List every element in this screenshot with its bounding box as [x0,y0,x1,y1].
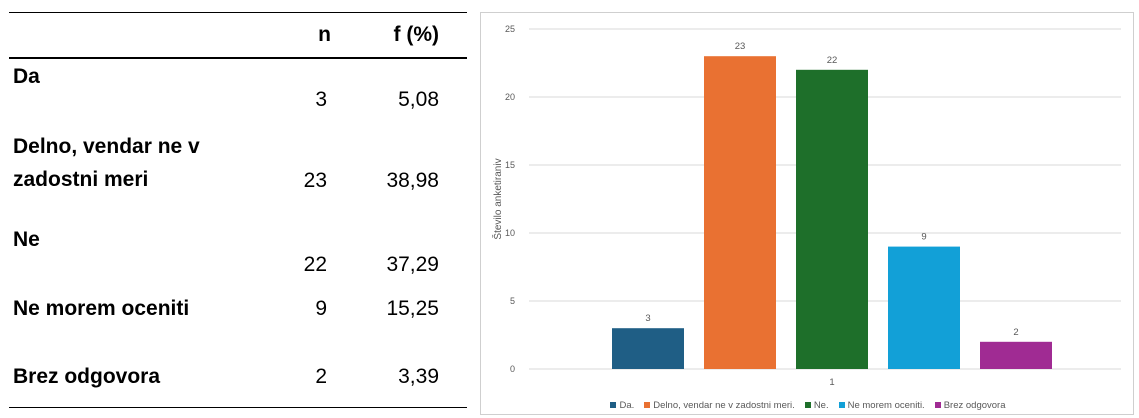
row-n-brez: 2 [315,365,327,388]
legend-item: Brez odgovora [934,400,1006,411]
bar-2 [704,56,776,369]
legend-label: Brez odgovora [943,400,1006,411]
legend-label: Ne morem oceniti. [847,400,925,411]
y-tick-label: 10 [505,228,515,238]
legend-swatch [610,402,617,408]
row-label-da: Da [13,65,40,88]
bar-chart-plot: 0 5 10 15 20 25 Število anketiraniv 3 23 22 9 2 1 [491,24,1121,388]
x-category-label: 1 [829,377,834,388]
bar-data-label: 9 [921,232,926,243]
bar-3 [796,69,868,370]
row-n-delno: 23 [303,169,327,192]
table-header-rule [9,57,467,59]
bar-data-label: 23 [735,41,746,52]
legend-swatch [934,402,941,408]
legend-item: Delno, vendar ne v zadostni meri. [644,400,795,411]
y-tick-label: 15 [505,160,515,170]
bar-data-label: 2 [1013,327,1018,338]
y-tick-label: 25 [505,24,515,34]
legend-label: Da. [619,400,635,411]
legend-item: Ne morem oceniti. [838,400,925,411]
row-n-ne-morem: 9 [315,297,327,320]
row-n-da: 3 [315,88,327,111]
y-tick-label: 5 [510,296,515,306]
row-f-da: 5,08 [398,88,439,111]
legend-item: Ne. [804,400,829,411]
row-label-delno-line2: zadostni meri [13,168,149,191]
bar-data-label: 22 [827,55,838,66]
row-f-ne-morem: 15,25 [386,297,439,320]
chart-legend: Da. Delno, vendar ne v zadostni meri. Ne. N… [481,400,1135,411]
y-tick-label: 0 [510,364,515,374]
bar-1 [612,328,684,369]
row-label-brez: Brez odgovora [13,365,161,388]
row-label-delno-line1: Delno, vendar ne v [13,135,200,158]
bar-data-label: 3 [645,313,650,324]
y-axis-title: Število anketiraniv [491,158,504,239]
table-top-rule [9,12,467,13]
legend-label: Ne. [813,400,829,411]
y-tick-label: 20 [505,92,515,102]
header-n: n [318,23,331,46]
bar-5 [980,341,1052,369]
legend-swatch [804,402,811,408]
legend-swatch [838,402,845,408]
row-f-delno: 38,98 [386,169,439,192]
bar-chart: 0 5 10 15 20 25 Število anketiraniv 3 23 22 9 2 1 Da… [480,12,1134,415]
results-table: n f (%) Da 3 5,08 Delno, vendar ne v zad… [9,12,467,408]
table-bottom-rule [9,407,467,408]
row-label-ne-morem: Ne morem oceniti [13,297,190,320]
header-f: f (%) [393,23,440,46]
legend-swatch [644,402,651,408]
legend-label: Delno, vendar ne v zadostni meri. [653,400,795,411]
row-f-ne: 37,29 [386,253,439,276]
row-n-ne: 22 [303,253,327,276]
bar-4 [888,246,960,369]
legend-item: Da. [610,400,634,411]
row-label-ne: Ne [13,228,40,251]
row-f-brez: 3,39 [398,365,439,388]
